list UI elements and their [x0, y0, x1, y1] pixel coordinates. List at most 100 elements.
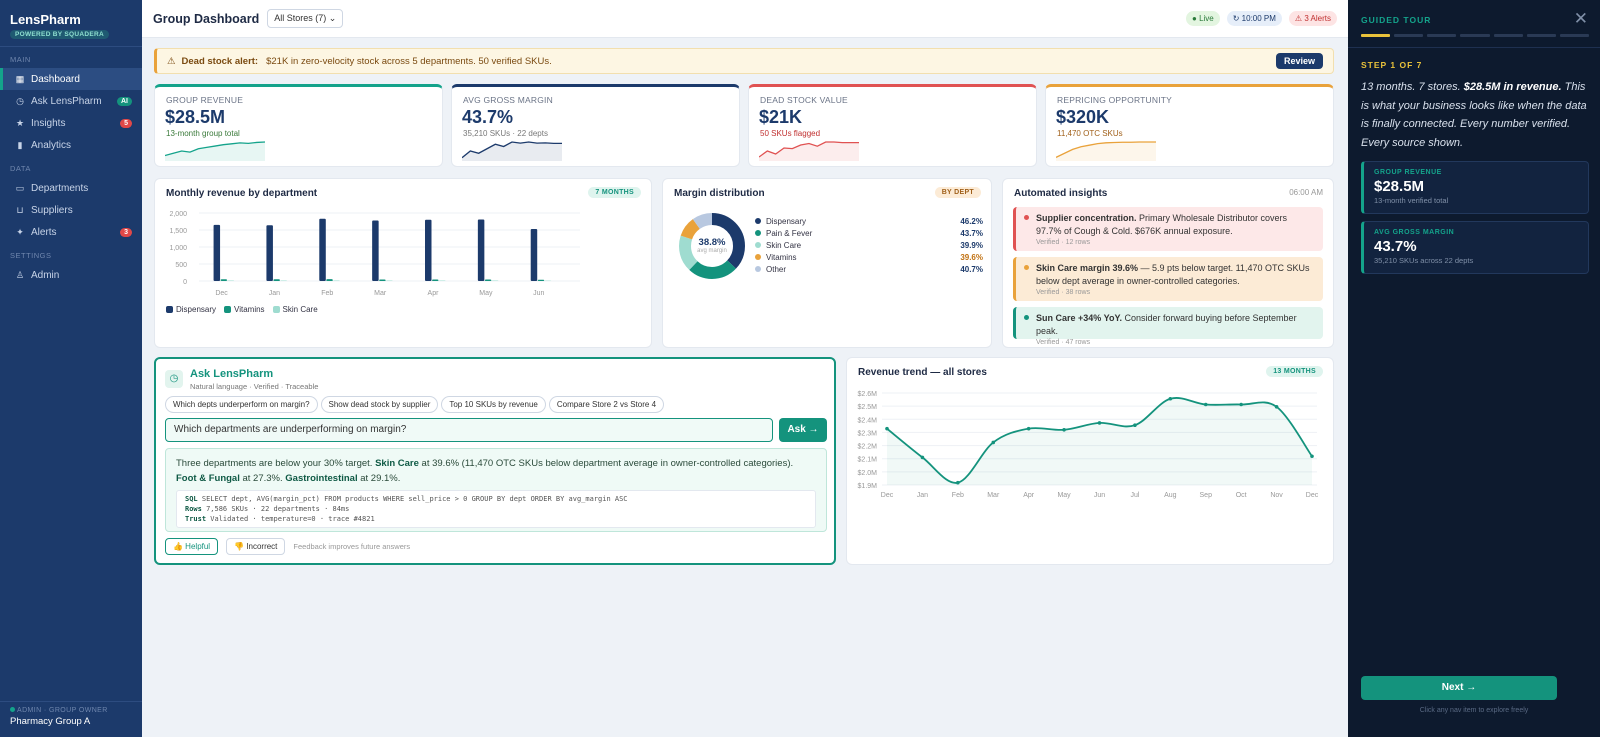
bar-chart-icon: ▮	[17, 139, 23, 150]
review-button[interactable]: Review	[1275, 53, 1323, 69]
ai-badge: AI	[117, 96, 132, 106]
close-icon[interactable]: ✕	[1573, 9, 1588, 28]
legend-item: Dispensary	[166, 305, 216, 314]
sidebar-item-suppliers[interactable]: ⊔ Suppliers	[0, 199, 142, 221]
sparkline-area	[1056, 142, 1156, 161]
y-tick-label: 0	[183, 279, 187, 286]
step-indicator	[1559, 34, 1589, 37]
x-tick-label: Jan	[917, 492, 928, 499]
months-tag: 7 MONTHS	[588, 187, 641, 198]
star-icon: ★	[15, 117, 25, 128]
bar-skin-care	[333, 280, 340, 281]
data-point	[956, 480, 960, 485]
x-tick-label: Aug	[1164, 492, 1177, 499]
suggestion-chip[interactable]: Which depts underperform on margin?	[165, 396, 318, 413]
insight-item[interactable]: Supplier concentration. Primary Wholesal…	[1013, 207, 1323, 251]
ask-button[interactable]: Ask →	[779, 418, 827, 442]
months-tag: 13 MONTHS	[1266, 366, 1323, 377]
y-tick-label: $2.6M	[858, 391, 878, 398]
y-tick-label: $2.1M	[858, 457, 878, 464]
user-name: Pharmacy Group A	[10, 716, 91, 727]
alert-title: Dead stock alert:	[181, 55, 259, 67]
user-profile[interactable]: ADMIN · GROUP OWNER Pharmacy Group A	[0, 701, 142, 737]
nav-label: Analytics	[31, 139, 72, 151]
bar-dispensary	[530, 228, 538, 281]
step-indicator	[1493, 34, 1523, 37]
guided-tour-panel: GUIDED TOUR ✕ STEP 1 OF 7 13 months. 7 s…	[1348, 0, 1600, 737]
data-point	[1310, 454, 1314, 459]
x-tick-label: Dec	[215, 290, 228, 297]
kpi-card[interactable]: DEAD STOCK VALUE $21K 50 SKUs flagged	[748, 84, 1037, 167]
revenue-trend-card: Revenue trend — all stores 13 MONTHS $2.…	[846, 357, 1334, 565]
card-title: Monthly revenue by department	[166, 188, 318, 199]
bar-vitamins	[220, 279, 228, 281]
sidebar-item-insights[interactable]: ★ Insights 5	[0, 112, 142, 134]
store-select[interactable]: All Stores (7) ⌄	[267, 9, 344, 28]
kpi-sub: 13-month group total	[166, 129, 240, 138]
bar-dispensary	[266, 225, 273, 281]
sidebar-item-admin[interactable]: ♙ Admin	[0, 264, 142, 286]
suggestion-chips: Which depts underperform on margin? Show …	[165, 396, 667, 413]
bar-legend: Dispensary Vitamins Skin Care	[166, 305, 318, 314]
count-badge: 3	[120, 227, 132, 237]
next-button[interactable]: Next →	[1361, 676, 1557, 700]
live-badge: ● Live	[1186, 11, 1220, 26]
feedback-note: Feedback improves future answers	[293, 542, 411, 551]
sidebar-item-ask[interactable]: ◷ Ask LensPharm AI	[0, 90, 142, 112]
user-role: ADMIN · GROUP OWNER	[10, 707, 132, 714]
alert-text: $21K in zero-velocity stock across 5 dep…	[266, 55, 552, 67]
nav-label: Alerts	[31, 226, 57, 238]
data-point	[1168, 396, 1173, 401]
tour-title: GUIDED TOUR	[1361, 15, 1432, 25]
step-indicator	[1427, 34, 1457, 37]
kpi-card[interactable]: GROUP REVENUE $28.5M 13-month group total	[154, 84, 443, 167]
kpi-label: REPRICING OPPORTUNITY	[1057, 95, 1173, 105]
sidebar-item-dashboard[interactable]: ▦ Dashboard	[0, 68, 142, 90]
bar-vitamins	[537, 279, 545, 281]
sparkline	[759, 141, 859, 161]
query-input[interactable]: Which departments are underperforming on…	[165, 418, 773, 442]
suggestion-chip[interactable]: Show dead stock by supplier	[320, 396, 439, 413]
suggestion-chip[interactable]: Compare Store 2 vs Store 4	[548, 396, 665, 413]
dead-stock-alert: ⚠ Dead stock alert: $21K in zero-velocit…	[154, 48, 1334, 74]
data-point	[1097, 421, 1102, 425]
nav-label: Dashboard	[31, 73, 80, 85]
step-indicator	[1394, 34, 1424, 37]
kpi-value: $21K	[759, 107, 803, 127]
data-point	[1239, 402, 1243, 407]
y-tick-label: $2.4M	[858, 417, 878, 424]
suggestion-chip[interactable]: Top 10 SKUs by revenue	[441, 396, 546, 413]
kpi-sub: 11,470 OTC SKUs	[1057, 129, 1123, 138]
bar-dispensary	[425, 219, 432, 281]
kpi-value: $320K	[1056, 107, 1110, 127]
sidebar-item-analytics[interactable]: ▮ Analytics	[0, 134, 142, 156]
ask-subtitle: Natural language · Verified · Traceable	[190, 382, 319, 391]
kpi-label: GROUP REVENUE	[166, 95, 244, 105]
sidebar-item-alerts[interactable]: ✦ Alerts 3	[0, 221, 142, 243]
legend-item: Vitamins 39.6%	[755, 251, 983, 263]
section-main: MAIN	[10, 55, 31, 64]
kpi-card[interactable]: REPRICING OPPORTUNITY $320K 11,470 OTC SKU…	[1045, 84, 1334, 167]
kpi-card[interactable]: AVG GROSS MARGIN 43.7% 35,210 SKUs · 22 de…	[451, 84, 740, 167]
step-indicator	[1526, 34, 1556, 37]
step-progress	[1361, 34, 1589, 37]
kpi-sub: 50 SKUs flagged	[760, 129, 821, 138]
donut-legend: Dispensary 46.2% Pain & Fever 43.7% Skin Car…	[755, 215, 983, 275]
data-point	[885, 426, 889, 431]
data-point	[1026, 426, 1031, 431]
insight-item[interactable]: Skin Care margin 39.6% — 5.9 pts below t…	[1013, 257, 1323, 301]
card-title: Margin distribution	[674, 188, 765, 199]
tour-body: 13 months. 7 stores. $28.5M in revenue. …	[1361, 81, 1587, 149]
tour-card-margin: AVG GROSS MARGIN 43.7% 35,210 SKUs across …	[1361, 221, 1589, 274]
sidebar-item-departments[interactable]: ▭ Departments	[0, 177, 142, 199]
helpful-button[interactable]: 👍 Helpful	[165, 538, 219, 555]
y-tick-label: $2.5M	[858, 404, 878, 411]
insight-item[interactable]: Sun Care +34% YoY. Consider forward buyi…	[1013, 307, 1323, 346]
trace-block: SQL SELECT dept, AVG(margin_pct) FROM pr…	[176, 490, 816, 528]
donut-center-label: avg margin	[697, 248, 727, 254]
alerts-badge[interactable]: ⚠ 3 Alerts	[1288, 11, 1337, 26]
chevron-down-icon: ⌄	[328, 13, 337, 23]
legend-item: Skin Care 39.9%	[755, 239, 983, 251]
incorrect-button[interactable]: 👎 Incorrect	[226, 538, 286, 555]
x-tick-label: Dec	[1306, 492, 1319, 499]
